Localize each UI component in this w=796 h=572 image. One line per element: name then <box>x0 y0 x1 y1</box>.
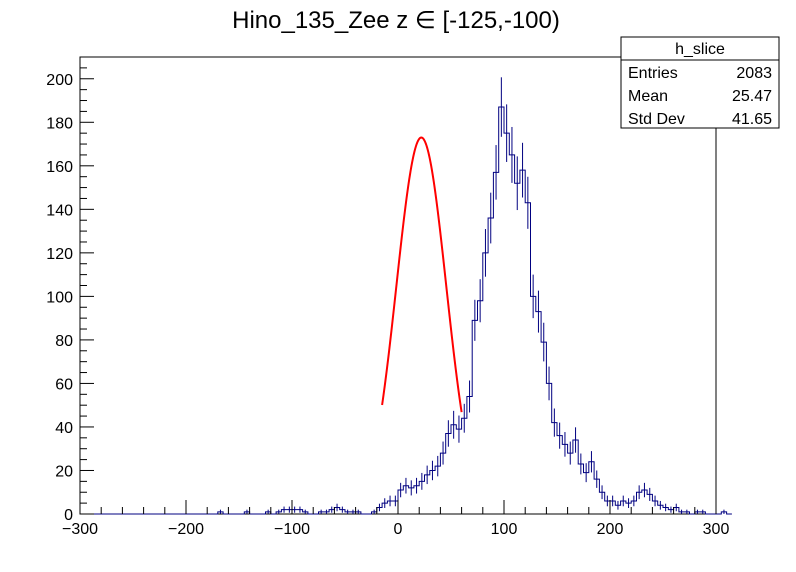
y-tick-label: 40 <box>55 420 73 437</box>
stats-box-title: h_slice <box>675 41 725 58</box>
stats-value: 25.47 <box>732 88 772 105</box>
chart-title: Hino_135_Zee z ∈ [-125,-100) <box>232 7 560 34</box>
y-tick-label: 120 <box>46 246 73 263</box>
y-tick-label: 20 <box>55 463 73 480</box>
x-tick-label: 100 <box>491 521 518 538</box>
stats-label: Mean <box>628 88 668 105</box>
x-tick-label: 200 <box>597 521 624 538</box>
stats-value: 2083 <box>736 65 772 82</box>
y-tick-label: 100 <box>46 289 73 306</box>
stats-box-frame <box>620 36 780 129</box>
y-tick-label: 200 <box>46 72 73 89</box>
stats-box: h_slice Entries 2083 Mean 25.47 Std Dev 41.65 <box>620 36 780 129</box>
histogram-outline <box>80 106 732 515</box>
y-tick-label: 160 <box>46 159 73 176</box>
x-tick-label: −200 <box>168 521 204 538</box>
y-tick-label: 0 <box>64 507 73 524</box>
y-tick-label: 180 <box>46 115 73 132</box>
x-tick-label: −300 <box>62 521 98 538</box>
stats-label: Std Dev <box>628 111 685 128</box>
y-tick-label: 140 <box>46 202 73 219</box>
x-tick-label: −100 <box>274 521 310 538</box>
stats-label: Entries <box>628 65 678 82</box>
fit-curve <box>381 136 463 413</box>
x-tick-label: 300 <box>703 521 730 538</box>
x-tick-label: 0 <box>394 521 403 538</box>
y-tick-label: 60 <box>55 376 73 393</box>
y-tick-label: 80 <box>55 333 73 350</box>
stats-value: 41.65 <box>732 111 772 128</box>
